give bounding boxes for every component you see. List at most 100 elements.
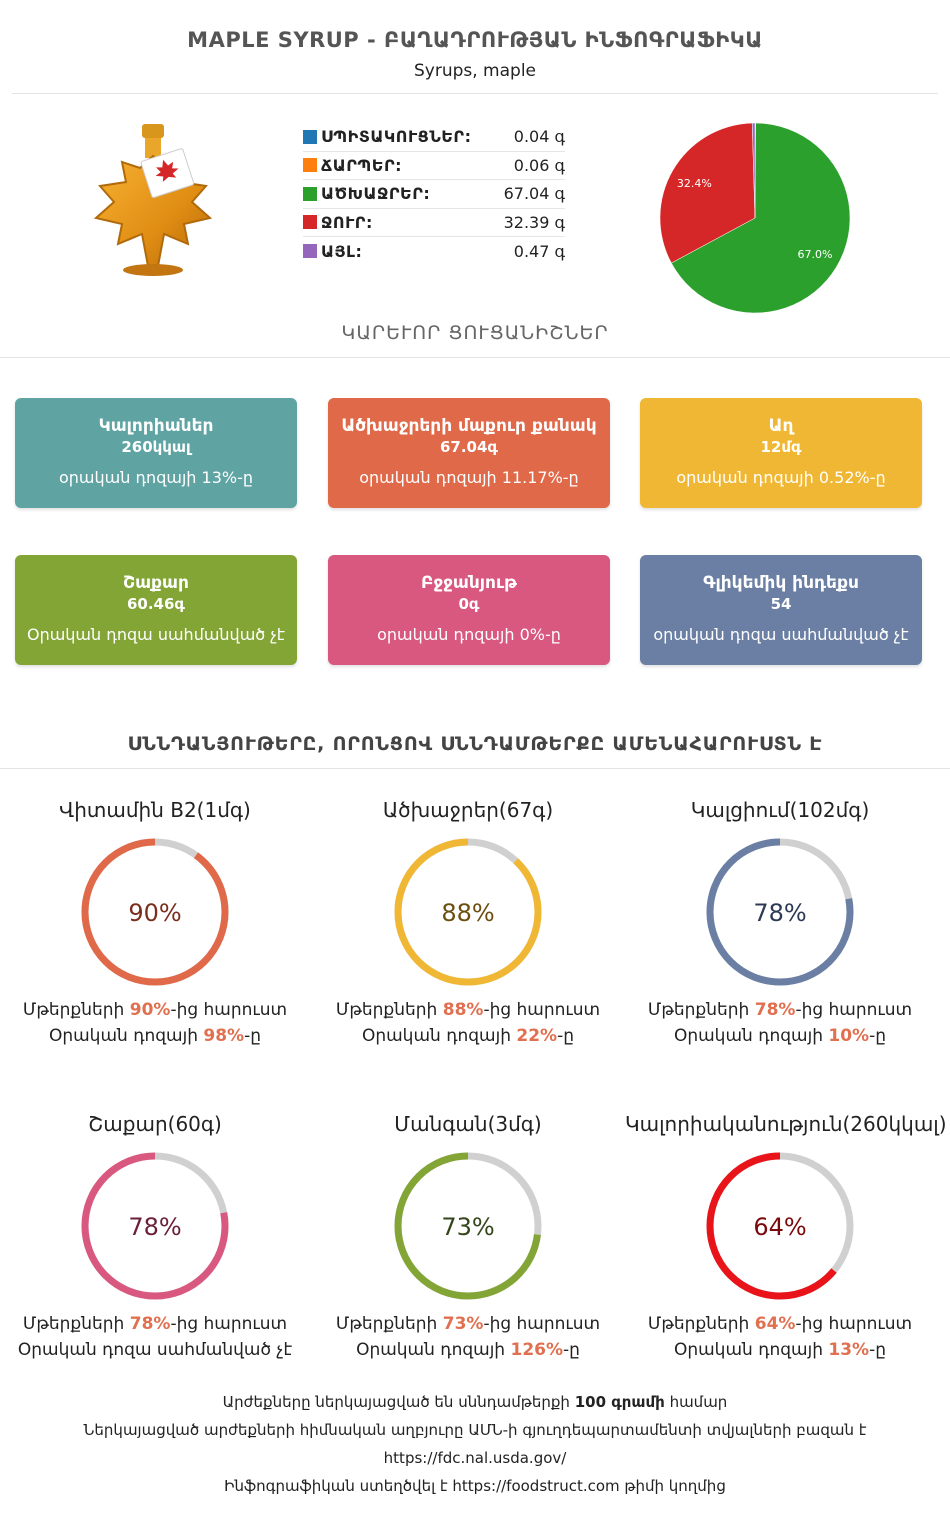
macro-value: 32.39 գ xyxy=(503,212,565,232)
nutrient-ring: 88% xyxy=(394,838,542,986)
nutrient-block: Կալցիում(102մգ) 78% Մթերքների 78%-ից հար… xyxy=(625,798,935,1046)
macro-row: ՍՊԻՏԱԿՈՒՑՆԵՐ: 0.04 գ xyxy=(303,123,565,152)
nutrient-rank-line: Մթերքների 78%-ից հարուստ xyxy=(22,1314,288,1334)
nutrient-block: Կալորիականություն(260կկալ) 64% Մթերքների… xyxy=(625,1112,947,1360)
nutrient-rank-line: Մթերքների 73%-ից հարուստ xyxy=(335,1314,601,1334)
color-swatch xyxy=(303,158,317,173)
card-title: Ածխաջրերի մաքուր քանակ xyxy=(341,416,597,436)
nutrient-block: Վիտամին B2(1մգ) 90% Մթերքների 90%-ից հար… xyxy=(0,798,310,1046)
ring-progress xyxy=(81,1152,229,1300)
card-note: օրական դոզայի 11.17%-ը xyxy=(359,468,579,487)
divider xyxy=(0,768,950,769)
footer-note: Արժեքները ներկայացված են սննդամթերքի 100… xyxy=(222,1393,728,1411)
nutrient-block: Մանգան(3մգ) 73% Մթերքների 73%-ից հարուստ… xyxy=(313,1112,623,1360)
pie-slice xyxy=(751,122,756,219)
macro-value: 67.04 գ xyxy=(503,184,565,204)
ring-percent-label: 88% xyxy=(441,899,494,927)
card-calories: Կալորիաներ 260կկալ օրական դոզայի 13%-ը xyxy=(15,398,297,508)
card-value: 12մգ xyxy=(760,438,802,456)
foodstruct-link[interactable]: https://foodstruct.com xyxy=(452,1477,620,1495)
ring-percent-label: 78% xyxy=(128,1213,181,1241)
card-sugar: Շաքար 60.46գ Օրական դոզա սահմանված չէ xyxy=(15,555,297,665)
ring-percent-label: 64% xyxy=(753,1213,806,1241)
ring-progress xyxy=(394,1152,542,1300)
card-title: Կալորիաներ xyxy=(98,416,214,436)
color-swatch xyxy=(303,129,317,144)
page-title: MAPLE SYRUP - ԲԱՂԱԴՐՈՒԹՅԱՆ ԻՆՖՈԳՐԱՖԻԿԱ xyxy=(187,28,763,52)
nutrient-daily-line: Օրական դոզայի 98%-ը xyxy=(48,1026,262,1046)
nutrient-rank-line: Մթերքների 88%-ից հարուստ xyxy=(335,1000,601,1020)
nutrient-ring: 64% xyxy=(706,1152,854,1300)
macro-name: ՋՈՒՐ: xyxy=(321,212,373,232)
ring-progress xyxy=(706,1152,854,1300)
ring-percent-label: 78% xyxy=(753,899,806,927)
key-indicators-heading: ԿԱՐԵՒՈՐ ՑՈՒՑԱՆԻՇՆԵՐ xyxy=(341,322,609,344)
ring-progress xyxy=(394,838,542,986)
pie-data-label: 67.0% xyxy=(798,248,833,261)
nutrient-rank-line: Մթերքների 90%-ից հարուստ xyxy=(22,1000,288,1020)
macro-row: ՃԱՐՊԵՐ: 0.06 գ xyxy=(303,152,565,180)
divider xyxy=(0,357,950,358)
footer-credit: Ինֆոգրաֆիկան ստեղծվել է https://foodstru… xyxy=(224,1477,726,1495)
pie-data-label: 32.4% xyxy=(677,177,712,190)
color-swatch xyxy=(303,215,317,230)
pie-slice xyxy=(671,122,851,314)
card-title: Բջջանյութ xyxy=(421,573,517,593)
footer-source-link[interactable]: https://fdc.nal.usda.gov/ xyxy=(383,1449,567,1467)
macro-name: ՍՊԻՏԱԿՈՒՑՆԵՐ: xyxy=(321,127,472,147)
pie-slice xyxy=(659,122,756,264)
macro-row: ԱԾԽԱՋՐԵՐ: 67.04 գ xyxy=(303,180,565,209)
page-subtitle: Syrups, maple xyxy=(413,61,537,81)
card-note: օրական դոզա սահմանված չէ xyxy=(653,625,909,644)
nutrient-title: Մանգան(3մգ) xyxy=(394,1112,542,1136)
card-note: օրական դոզայի 0.52%-ը xyxy=(676,468,886,487)
nutrient-title: Ածխաջրեր(67գ) xyxy=(382,798,554,822)
nutrient-ring: 90% xyxy=(81,838,229,986)
macro-name: ԱԾԽԱՋՐԵՐ: xyxy=(321,184,431,204)
nutrient-title: Վիտամին B2(1մգ) xyxy=(59,798,251,822)
card-title: Աղ xyxy=(768,416,794,436)
nutrient-ring: 78% xyxy=(706,838,854,986)
card-glycemic-index: Գլիկեմիկ ինդեքս 54 օրական դոզա սահմանված… xyxy=(640,555,922,665)
macro-value: 0.47 գ xyxy=(513,241,565,261)
nutrient-daily-line: Օրական դոզայի 126%-ը xyxy=(356,1340,580,1360)
card-fiber: Բջջանյութ 0գ օրական դոզայի 0%-ը xyxy=(328,555,610,665)
nutrient-ring: 78% xyxy=(81,1152,229,1300)
footer-source: Ներկայացված արժեքների հիմնական աղբյուրը … xyxy=(83,1421,867,1439)
card-salt: Աղ 12մգ օրական դոզայի 0.52%-ը xyxy=(640,398,922,508)
nutrient-block: Ածխաջրեր(67գ) 88% Մթերքների 88%-ից հարու… xyxy=(313,798,623,1046)
nutrient-title: Շաքար(60գ) xyxy=(88,1112,222,1136)
nutrient-title: Կալորիականություն(260կկալ) xyxy=(625,1112,947,1136)
macro-pie-chart: 67.0% 32.4% xyxy=(659,122,851,314)
maple-syrup-bottle-image xyxy=(93,124,213,276)
nutrient-daily-line: Օրական դոզայի 13%-ը xyxy=(673,1340,887,1360)
card-value: 0գ xyxy=(458,595,480,613)
nutrient-rank-line: Մթերքների 78%-ից հարուստ xyxy=(647,1000,913,1020)
divider xyxy=(12,93,938,94)
macro-name: ՃԱՐՊԵՐ: xyxy=(321,155,403,175)
rich-nutrients-heading: ՍՆՆԴԱՆՅՈՒԹԵՐԸ, ՈՐՈՆՑՈՎ ՍՆՆԴԱՄԹԵՐՔԸ ԱՄԵՆԱ… xyxy=(127,733,823,755)
card-note: օրական դոզայի 0%-ը xyxy=(377,625,561,644)
macro-name: ԱՅԼ: xyxy=(321,241,363,261)
card-value: 260կկալ xyxy=(121,438,191,456)
card-value: 67.04գ xyxy=(439,438,498,456)
card-value: 60.46գ xyxy=(126,595,185,613)
nutrient-daily-line: Օրական դոզայի 10%-ը xyxy=(673,1026,887,1046)
macro-value: 0.06 գ xyxy=(513,155,565,175)
macro-row: ԱՅԼ: 0.47 գ xyxy=(303,237,565,266)
card-note: Օրական դոզա սահմանված չէ xyxy=(26,625,286,644)
card-title: Շաքար xyxy=(123,573,189,593)
card-title: Գլիկեմիկ ինդեքս xyxy=(703,573,859,593)
nutrient-title: Կալցիում(102մգ) xyxy=(690,798,870,822)
color-swatch xyxy=(303,186,317,201)
macro-row: ՋՈՒՐ: 32.39 գ xyxy=(303,209,565,237)
nutrient-rank-line: Մթերքների 64%-ից հարուստ xyxy=(647,1314,913,1334)
card-net-carbs: Ածխաջրերի մաքուր քանակ 67.04գ օրական դոզ… xyxy=(328,398,610,508)
macro-table: ՍՊԻՏԱԿՈՒՑՆԵՐ: 0.04 գ ՃԱՐՊԵՐ: 0.06 գ ԱԾԽԱ… xyxy=(303,123,565,266)
ring-progress xyxy=(706,838,854,986)
nutrient-daily-line: Օրական դոզայի 22%-ը xyxy=(361,1026,575,1046)
ring-progress xyxy=(81,838,229,986)
nutrient-block: Շաքար(60գ) 78% Մթերքների 78%-ից հարուստ … xyxy=(0,1112,310,1360)
ring-percent-label: 73% xyxy=(441,1213,494,1241)
card-note: օրական դոզայի 13%-ը xyxy=(59,468,253,487)
